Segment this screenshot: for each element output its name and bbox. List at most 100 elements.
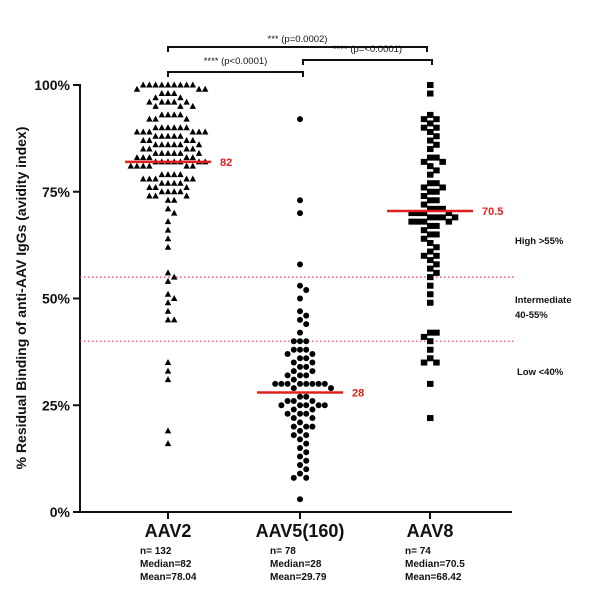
stats-mean: Mean=68.42 xyxy=(405,572,462,583)
data-point-circle xyxy=(290,376,297,383)
significance-label: *** (p=0.0002) xyxy=(268,34,328,45)
data-point-circle xyxy=(303,423,310,430)
data-point-square xyxy=(427,128,434,135)
data-point-circle xyxy=(290,368,297,375)
data-point-triangle xyxy=(164,290,172,297)
significance-bracket xyxy=(167,46,428,52)
data-point-triangle xyxy=(164,179,172,186)
data-point-square xyxy=(427,111,434,118)
data-point-circle xyxy=(297,363,303,370)
data-point-square xyxy=(433,222,440,229)
data-point-triangle xyxy=(164,98,172,105)
data-point-square xyxy=(427,291,434,298)
data-point-circle xyxy=(290,415,297,422)
data-point-triangle xyxy=(152,149,159,156)
data-point-triangle xyxy=(189,154,196,161)
median-label: 28 xyxy=(352,387,364,399)
data-point-circle xyxy=(297,308,303,315)
data-point-circle xyxy=(309,406,316,413)
data-point-square xyxy=(433,205,440,212)
data-point-square xyxy=(451,214,459,221)
data-point-circle xyxy=(303,355,310,362)
data-point-triangle xyxy=(140,137,147,144)
data-point-triangle xyxy=(164,359,172,366)
data-point-triangle xyxy=(171,273,178,280)
stats-n: n= 74 xyxy=(405,546,431,557)
data-point-square xyxy=(433,214,440,221)
data-point-triangle xyxy=(158,188,165,195)
data-point-triangle xyxy=(183,137,190,144)
data-point-triangle xyxy=(146,98,153,105)
data-point-square xyxy=(408,218,415,225)
data-point-triangle xyxy=(177,179,184,186)
data-point-triangle xyxy=(171,111,178,118)
data-point-square xyxy=(427,154,434,161)
data-point-square xyxy=(427,222,434,229)
data-point-circle xyxy=(290,406,297,413)
data-point-square xyxy=(427,338,434,345)
data-point-triangle xyxy=(152,141,159,148)
data-point-triangle xyxy=(171,98,178,105)
data-point-triangle xyxy=(164,205,172,212)
data-point-circle xyxy=(303,338,310,345)
data-point-square xyxy=(427,120,434,127)
data-point-circle xyxy=(290,474,297,481)
data-point-circle xyxy=(303,402,310,409)
data-point-circle xyxy=(297,282,303,289)
data-point-square xyxy=(433,329,440,336)
data-point-triangle xyxy=(152,175,159,182)
data-point-triangle xyxy=(164,171,172,178)
data-point-circle xyxy=(278,402,285,409)
data-point-triangle xyxy=(146,145,153,152)
data-point-triangle xyxy=(152,192,159,199)
data-point-triangle xyxy=(133,128,141,135)
data-point-square xyxy=(420,252,428,259)
data-point-circle xyxy=(297,210,303,217)
data-point-triangle xyxy=(164,141,172,148)
data-point-triangle xyxy=(171,124,178,131)
data-point-circle xyxy=(297,355,303,362)
data-point-circle xyxy=(303,474,310,481)
data-point-square xyxy=(420,193,428,200)
data-point-triangle xyxy=(183,183,190,190)
data-point-triangle xyxy=(171,295,178,301)
stats-n: n= 78 xyxy=(270,546,296,557)
data-point-triangle xyxy=(177,171,184,178)
data-point-circle xyxy=(297,346,303,353)
data-point-triangle xyxy=(133,162,141,169)
data-point-triangle xyxy=(140,145,147,152)
data-point-triangle xyxy=(158,132,165,139)
data-point-triangle xyxy=(158,98,165,105)
data-point-square xyxy=(420,116,428,123)
data-point-triangle xyxy=(146,162,153,169)
data-point-circle xyxy=(303,440,310,447)
data-point-square xyxy=(420,333,428,340)
data-point-triangle xyxy=(164,218,172,225)
data-point-triangle xyxy=(171,209,178,216)
data-point-circle xyxy=(303,312,310,319)
x-tick-label: AAV8 xyxy=(407,521,454,541)
data-point-square xyxy=(420,218,428,225)
data-point-square xyxy=(433,269,440,276)
data-point-triangle xyxy=(177,132,184,139)
data-point-circle xyxy=(321,380,328,387)
data-point-triangle xyxy=(171,179,178,186)
data-point-triangle xyxy=(164,90,172,97)
data-point-square xyxy=(427,90,434,97)
data-point-circle xyxy=(290,385,297,392)
data-point-triangle xyxy=(146,183,153,190)
data-point-circle xyxy=(297,410,303,417)
data-point-triangle xyxy=(164,243,172,250)
data-point-square xyxy=(420,184,428,191)
data-point-triangle xyxy=(202,128,209,135)
data-point-triangle xyxy=(158,111,165,118)
data-point-circle xyxy=(297,496,303,503)
data-point-square xyxy=(433,197,440,204)
data-point-square xyxy=(427,355,434,362)
data-point-triangle xyxy=(158,90,165,97)
data-point-circle xyxy=(309,359,316,366)
data-point-triangle xyxy=(177,188,184,195)
median-label: 82 xyxy=(220,157,232,169)
y-tick-label: 100% xyxy=(34,77,70,93)
data-point-triangle xyxy=(183,115,190,122)
